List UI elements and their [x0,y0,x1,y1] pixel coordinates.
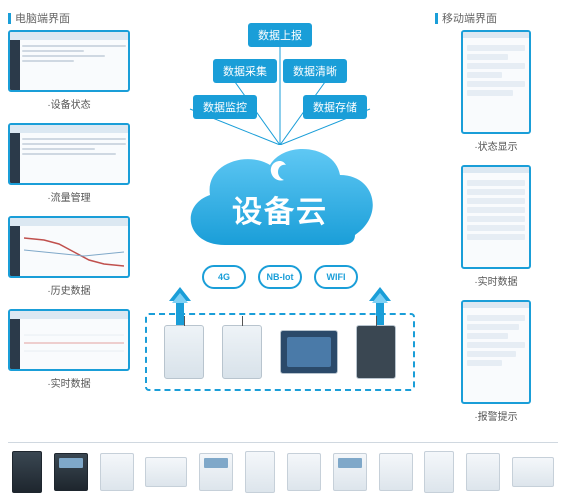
field-device [466,453,500,491]
field-device [199,453,233,491]
pc-caption-1: ·流量管理 [8,189,130,204]
pc-column: 电脑端界面 ·设备状态 ·流量管理 ·历史数据 ·实时数据 [8,10,130,402]
cloud-title: 设备云 [175,187,385,231]
feature-row-3: 数据监控 数据存储 [135,95,425,119]
field-device [145,457,187,487]
field-device [54,453,88,491]
field-device [379,453,413,491]
gateway-box [145,313,415,391]
field-device [245,451,275,493]
feature-row-2: 数据采集 数据清晰 [135,59,425,83]
pc-header: 电脑端界面 [8,10,130,26]
network-row: 4G NB-Iot WIFI [135,265,425,289]
pc-caption-3: ·实时数据 [8,375,130,390]
pc-mockup-history [8,216,130,278]
feature-pill: 数据清晰 [283,59,347,83]
network-badge-nbiot: NB-Iot [258,265,302,289]
feature-pill: 数据存储 [303,95,367,119]
gateway-device-hmi [280,330,338,374]
mobile-caption-1: ·实时数据 [435,273,557,288]
feature-pill: 数据采集 [213,59,277,83]
pc-caption-2: ·历史数据 [8,282,130,297]
cloud: 设备云 [175,135,385,255]
field-device [512,457,554,487]
mobile-mockup-realtime [461,165,531,269]
mobile-mockup-alarm [461,300,531,404]
feature-pill: 数据上报 [248,23,312,47]
mobile-mockup-status [461,30,531,134]
network-badge-4g: 4G [202,265,246,289]
mobile-column: 移动端界面 ·状态显示 ·实时数据 ·报警提示 [435,10,557,435]
field-device [333,453,367,491]
field-device [287,453,321,491]
mobile-caption-0: ·状态显示 [435,138,557,153]
feature-pill: 数据监控 [193,95,257,119]
network-badge-wifi: WIFI [314,265,358,289]
mobile-caption-2: ·报警提示 [435,408,557,423]
pc-caption-0: ·设备状态 [8,96,130,111]
pc-mockup-status [8,30,130,92]
gateway-device [356,325,396,379]
gateway-device [164,325,204,379]
feature-row-1: 数据上报 [135,23,425,47]
pc-mockup-traffic [8,123,130,185]
cloud-logo-icon [267,159,293,185]
field-device [100,453,134,491]
mobile-header: 移动端界面 [435,10,557,26]
field-device [424,451,454,493]
gateway-device [222,325,262,379]
field-device [12,451,42,493]
device-strip [8,442,558,494]
pc-mockup-realtime [8,309,130,371]
